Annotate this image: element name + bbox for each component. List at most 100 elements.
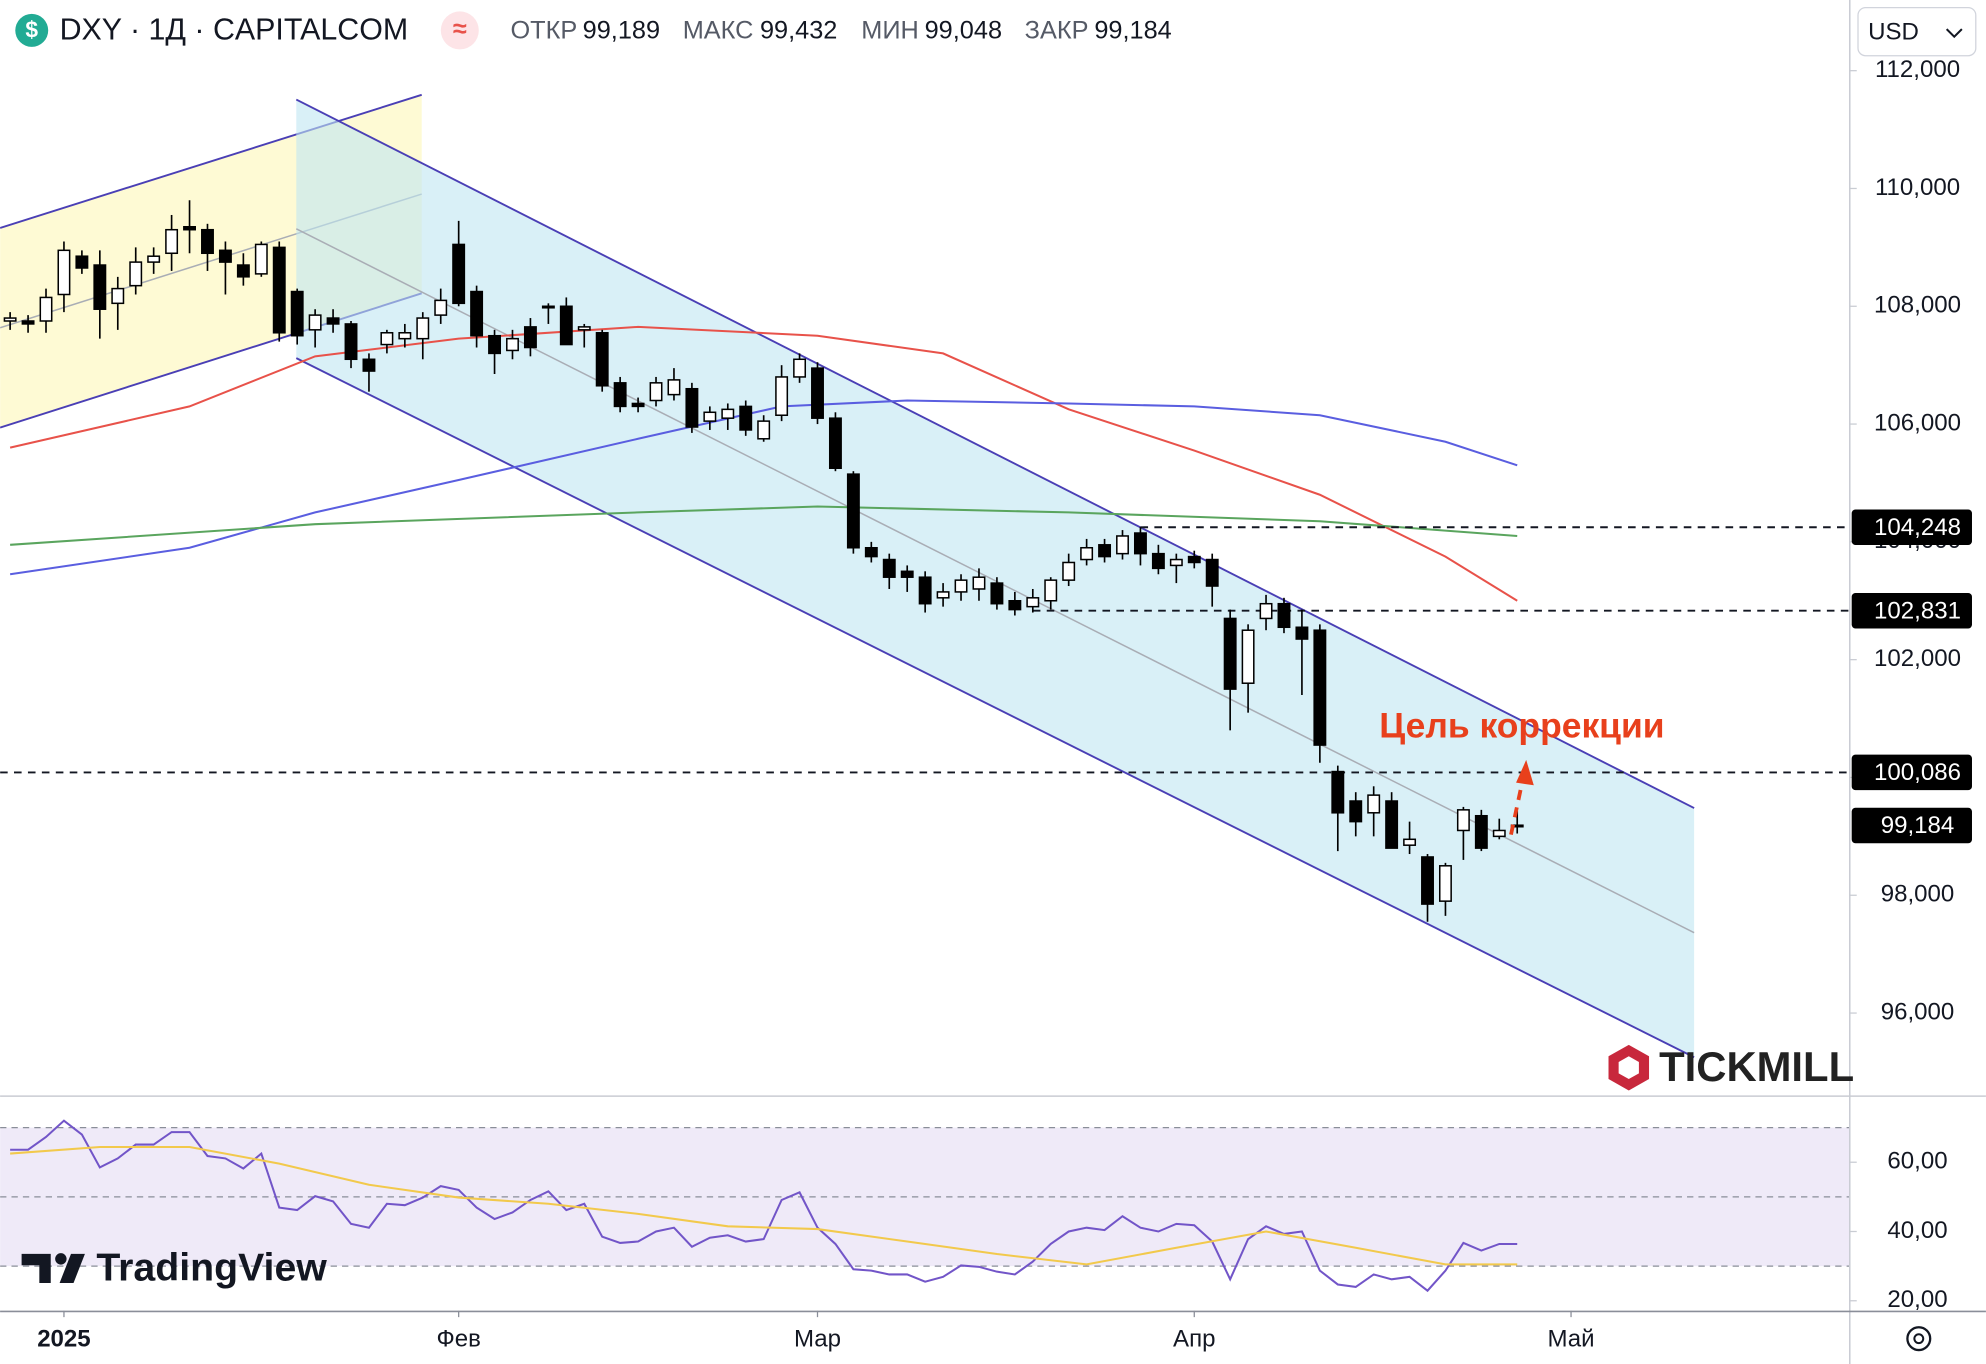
symbol-icon-glyph: $	[25, 17, 38, 43]
platform-logo-dot	[55, 1253, 67, 1265]
candle-body	[254, 243, 268, 275]
candle-body	[828, 417, 842, 470]
annotation: Цель коррекции	[1379, 706, 1664, 746]
candle-body	[613, 382, 627, 408]
candle-body	[649, 382, 663, 402]
candle-body	[452, 243, 466, 305]
candle-body	[470, 290, 484, 337]
ohlc-value: 99,432	[760, 16, 837, 44]
moving-average	[9, 325, 1518, 602]
candle-body	[398, 332, 412, 340]
candle-body	[57, 249, 71, 296]
overlay: $ DXY · 1Д · CAPITALCOM ≈ ОТКР 99,189 МАКС…	[15, 6, 1977, 1352]
candle-body	[1367, 794, 1381, 814]
candle-body	[1044, 579, 1058, 602]
x-tick-label: Мар	[794, 1325, 841, 1352]
symbol-title[interactable]: DXY · 1Д · CAPITALCOM	[60, 13, 409, 47]
ohlc-label: МИН	[861, 16, 919, 44]
rsi-pane	[0, 1119, 1850, 1293]
annotation-arrow	[1509, 781, 1525, 836]
x-tick-label: Фев	[436, 1325, 480, 1352]
symbol-icon	[15, 13, 49, 47]
candle-body	[75, 255, 89, 269]
price-label-box	[1851, 509, 1972, 545]
candle-body	[272, 246, 286, 334]
candle-body	[1403, 838, 1417, 846]
candle-body	[1187, 555, 1201, 564]
candle-body	[1492, 829, 1506, 838]
y-tick-label: 96,000	[1881, 998, 1955, 1025]
candle-body	[1295, 626, 1309, 640]
candle-body	[1062, 561, 1076, 581]
broker-logo-inner	[1618, 1056, 1639, 1080]
y-tick-label: 108,000	[1874, 292, 1961, 319]
candle-body	[667, 379, 681, 396]
candle-body	[757, 420, 771, 440]
candle-body	[1026, 597, 1040, 608]
exchange-icon	[440, 11, 479, 50]
broker-logo: TICKMILL	[1659, 1043, 1854, 1090]
candle-body	[3, 317, 17, 322]
y-tick-label: 98,000	[1881, 881, 1955, 908]
candle-body	[577, 326, 591, 331]
platform-logo-slash	[59, 1253, 85, 1283]
price-label-box	[1851, 592, 1972, 629]
rsi-line	[10, 1119, 1518, 1293]
candle-body	[1421, 856, 1434, 905]
candle-body	[864, 546, 878, 558]
candle-body	[39, 296, 53, 322]
candle-body	[990, 582, 1004, 605]
currency-select[interactable]	[1857, 6, 1977, 57]
candle-body	[1151, 552, 1165, 570]
y-tick-label: 110,000	[1875, 174, 1960, 201]
candle-body	[1474, 814, 1488, 849]
candle-body	[954, 579, 968, 593]
rsi-tick-label: 60,00	[1887, 1148, 1947, 1175]
candle-body	[147, 255, 161, 263]
candle-body	[918, 576, 932, 605]
rsi-tick-label: 40,00	[1887, 1217, 1947, 1244]
candle-body	[739, 405, 753, 431]
candle-body	[1385, 800, 1399, 849]
candle-body	[703, 411, 717, 422]
candle-body	[362, 358, 376, 372]
currency-chevron	[1945, 28, 1963, 39]
candle-body	[93, 264, 107, 310]
candle-body	[1008, 600, 1022, 611]
candle-body	[218, 249, 232, 263]
currency-label: USD	[1868, 18, 1919, 45]
candle-body	[793, 358, 807, 378]
rsi-tick-label: 20,00	[1887, 1286, 1947, 1313]
exchange-icon-glyph: ≈	[453, 15, 467, 43]
channel-upper	[0, 93, 422, 229]
candle-body	[972, 576, 986, 590]
moving-average	[10, 505, 1518, 546]
candle-body	[541, 305, 555, 309]
ohlc-readout: ОТКР 99,189 МАКС 99,432 МИН 99,048 ЗАКР 99,184	[510, 16, 1171, 44]
channel-fill	[296, 99, 1695, 1058]
settings-icon[interactable]	[1906, 1326, 1932, 1352]
price-label: 99,184	[1881, 812, 1955, 839]
candle-body	[183, 225, 197, 231]
candle-body	[1116, 535, 1129, 555]
candle-body	[1098, 544, 1112, 558]
ohlc-value: 99,189	[583, 16, 660, 44]
moving-average	[9, 399, 1518, 576]
platform-logo-mark	[21, 1253, 51, 1283]
candle-body	[1349, 800, 1363, 823]
candle-body	[111, 287, 125, 305]
candle-body	[201, 228, 214, 255]
candle-body	[1169, 558, 1183, 567]
price-label: 100,086	[1874, 759, 1961, 786]
candle-body	[236, 264, 250, 278]
candle-body	[344, 323, 358, 361]
candle-body	[900, 570, 914, 578]
candle-body	[882, 558, 896, 578]
candle-body	[21, 320, 35, 325]
price-label: 102,831	[1874, 597, 1961, 624]
price-label-box	[1851, 807, 1972, 844]
candle-body	[1331, 770, 1345, 814]
candle-body	[129, 261, 143, 287]
y-tick-label: 112,000	[1875, 56, 1960, 83]
candle-body	[1223, 617, 1237, 690]
